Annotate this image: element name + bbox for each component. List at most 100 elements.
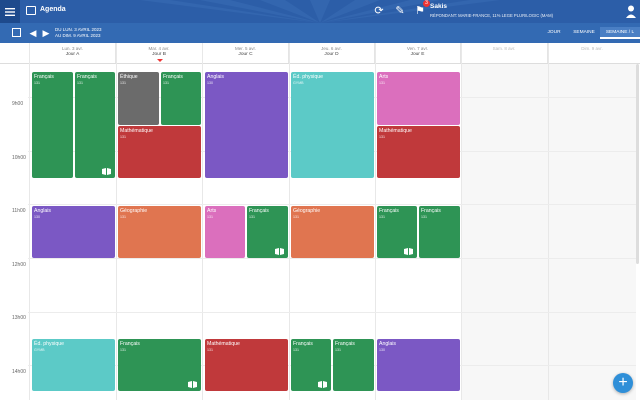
event-title: Mathématique bbox=[207, 341, 240, 347]
event-room: 131 bbox=[293, 348, 299, 352]
event-mathematique[interactable]: Mathématique 131 bbox=[377, 126, 460, 178]
calendar-toolbar: ◀ ▶ DU LUN. 3 AVRIL 2023 AU DIM. 9 AVRIL… bbox=[0, 23, 640, 43]
user-name: Sakis bbox=[430, 3, 447, 10]
column-divider bbox=[461, 43, 462, 400]
add-event-button[interactable]: + bbox=[613, 373, 633, 393]
day-cycle: Jour C bbox=[238, 52, 253, 57]
homework-book-icon bbox=[275, 248, 284, 255]
event-title: Mathématique bbox=[120, 128, 153, 134]
event-arts[interactable]: Arts 131 bbox=[377, 72, 460, 125]
homework-book-icon bbox=[318, 381, 327, 388]
app-title: Agenda bbox=[40, 6, 66, 13]
day-header-sat[interactable]: Sam. 8 avr. bbox=[461, 43, 548, 63]
event-title: Français bbox=[120, 341, 140, 347]
event-geographie[interactable]: Géographie 131 bbox=[118, 206, 201, 258]
event-title: Arts bbox=[207, 208, 217, 214]
event-title: Éthique bbox=[120, 74, 138, 80]
time-label: 13h00 bbox=[12, 315, 26, 321]
event-francais[interactable]: Français 131 bbox=[161, 72, 201, 125]
event-room: 131 bbox=[163, 81, 169, 85]
event-title: Mathématique bbox=[379, 128, 412, 134]
column-divider bbox=[375, 43, 376, 400]
day-header-wed[interactable]: Mer. 5 avr. Jour C bbox=[203, 43, 289, 63]
event-anglais[interactable]: Anglais 130 bbox=[377, 339, 460, 391]
time-label: 11h00 bbox=[12, 208, 26, 214]
time-label: 9h00 bbox=[12, 101, 24, 107]
event-title: Français bbox=[77, 74, 97, 80]
event-room: 131 bbox=[335, 348, 341, 352]
event-room: 131 bbox=[249, 215, 255, 219]
event-arts[interactable]: Arts 131 bbox=[205, 206, 245, 258]
view-week-list-button[interactable]: SEMAINE / L bbox=[600, 27, 640, 39]
event-room: 131 bbox=[293, 215, 299, 219]
flag-icon[interactable]: ⚑ bbox=[415, 5, 425, 17]
day-date: Jeu. 6 avr. bbox=[321, 46, 342, 51]
date-range-end: AU DIM. 9 AVRIL 2023 bbox=[55, 33, 101, 38]
user-icon[interactable] bbox=[626, 5, 636, 18]
user-subtitle: RÉPONDANT: MARIE-FRANCE, 11% LEGE PLURIL… bbox=[430, 13, 554, 18]
day-header-mon[interactable]: Lun. 3 avr. Jour A bbox=[30, 43, 116, 63]
hamburger-icon bbox=[5, 7, 15, 16]
event-francais[interactable]: Français 131 bbox=[419, 206, 460, 258]
event-geographie[interactable]: Géographie 131 bbox=[291, 206, 374, 258]
header-background-pattern bbox=[140, 0, 500, 23]
event-room: 131 bbox=[207, 215, 213, 219]
view-day-button[interactable]: JOUR bbox=[547, 30, 561, 35]
event-francais[interactable]: Français 131 bbox=[118, 339, 201, 391]
event-anglais[interactable]: Anglais 130 bbox=[32, 206, 115, 258]
calendar-icon[interactable] bbox=[12, 28, 21, 37]
event-title: Français bbox=[163, 74, 183, 80]
event-room: 130 bbox=[379, 348, 385, 352]
hour-line bbox=[28, 258, 636, 259]
view-week-button[interactable]: SEMAINE bbox=[573, 30, 595, 35]
next-week-button[interactable]: ▶ bbox=[42, 28, 50, 38]
event-title: Français bbox=[379, 208, 399, 214]
event-room: 131 bbox=[120, 215, 126, 219]
hour-line bbox=[28, 312, 636, 313]
event-room: 130 bbox=[34, 215, 40, 219]
event-francais[interactable]: Français 131 bbox=[377, 206, 417, 258]
pen-icon[interactable]: ✎ bbox=[395, 5, 405, 17]
event-ed-physique[interactable]: Éd. physique GYMB bbox=[32, 339, 115, 391]
event-room: 131 bbox=[77, 81, 83, 85]
scrollbar[interactable] bbox=[636, 64, 639, 264]
event-title: Français bbox=[335, 341, 355, 347]
event-francais[interactable]: Français 131 bbox=[333, 339, 374, 391]
event-title: Arts bbox=[379, 74, 389, 80]
event-room: GYMB bbox=[34, 348, 45, 352]
event-title: Français bbox=[421, 208, 441, 214]
event-francais[interactable]: Français 131 bbox=[32, 72, 73, 178]
plus-icon: + bbox=[618, 374, 628, 391]
event-room: 131 bbox=[379, 81, 385, 85]
column-divider bbox=[289, 43, 290, 400]
event-title: Anglais bbox=[379, 341, 397, 347]
event-room: 131 bbox=[120, 81, 126, 85]
event-ed-physique[interactable]: Éd. physique GYMB bbox=[291, 72, 374, 178]
event-mathematique[interactable]: Mathématique 131 bbox=[205, 339, 288, 391]
day-date: Mer. 5 avr. bbox=[234, 46, 256, 51]
hour-line bbox=[28, 204, 636, 205]
event-mathematique[interactable]: Mathématique 131 bbox=[118, 126, 201, 178]
menu-button[interactable] bbox=[0, 0, 20, 23]
time-label: 12h00 bbox=[12, 262, 26, 268]
sync-icon[interactable]: ⟳ bbox=[374, 5, 384, 17]
date-range-start: DU LUN. 3 AVRIL 2023 bbox=[55, 27, 102, 32]
event-anglais[interactable]: Anglais 130 bbox=[205, 72, 288, 178]
day-header-thu[interactable]: Jeu. 6 avr. Jour D bbox=[289, 43, 375, 63]
today-marker bbox=[157, 59, 163, 62]
event-francais[interactable]: Français 131 bbox=[75, 72, 115, 178]
homework-book-icon bbox=[102, 168, 111, 175]
event-room: 131 bbox=[379, 135, 385, 139]
event-room: 131 bbox=[120, 348, 126, 352]
day-header-fri[interactable]: Ven. 7 avr. Jour E bbox=[375, 43, 461, 63]
day-header-sun[interactable]: Dim. 9 avr. bbox=[548, 43, 636, 63]
event-francais[interactable]: Français 131 bbox=[291, 339, 331, 391]
hour-line bbox=[28, 365, 636, 366]
event-ethique[interactable]: Éthique 131 bbox=[118, 72, 159, 125]
day-date: Sam. 8 avr. bbox=[492, 46, 516, 51]
event-title: Éd. physique bbox=[34, 341, 64, 347]
day-cycle: Jour A bbox=[65, 52, 80, 57]
event-title: Anglais bbox=[207, 74, 225, 80]
event-francais[interactable]: Français 131 bbox=[247, 206, 288, 258]
previous-week-button[interactable]: ◀ bbox=[29, 28, 37, 38]
